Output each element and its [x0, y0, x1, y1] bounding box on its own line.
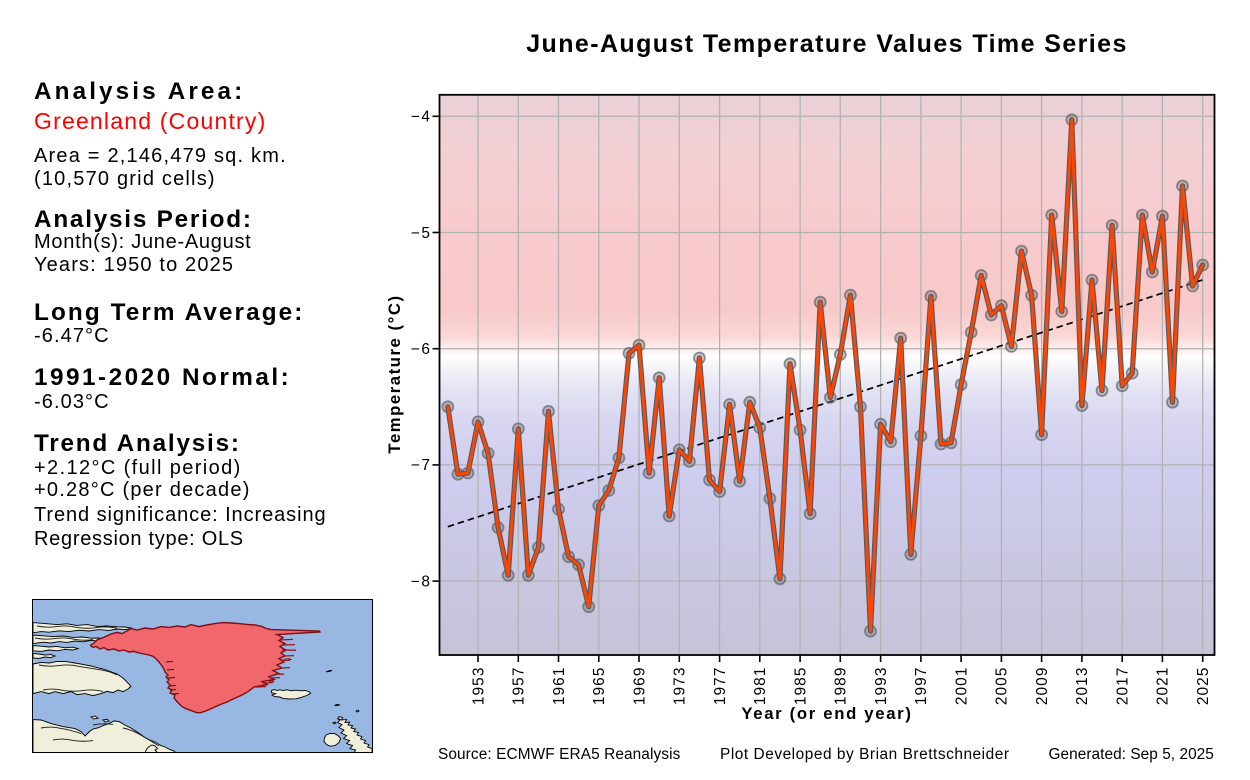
svg-text:2017: 2017: [1115, 667, 1132, 706]
svg-text:1961: 1961: [551, 667, 568, 706]
svg-text:1985: 1985: [792, 667, 809, 706]
svg-text:1969: 1969: [631, 667, 648, 706]
svg-text:2025: 2025: [1195, 667, 1212, 706]
svg-text:1989: 1989: [833, 667, 850, 706]
svg-text:−5: −5: [411, 225, 432, 242]
svg-text:1993: 1993: [873, 667, 890, 706]
svg-text:−6: −6: [411, 341, 432, 358]
svg-text:1957: 1957: [511, 667, 528, 706]
svg-text:1981: 1981: [752, 667, 769, 706]
svg-text:1977: 1977: [712, 667, 729, 706]
svg-text:1997: 1997: [913, 667, 930, 706]
svg-text:1953: 1953: [470, 667, 487, 706]
svg-text:2001: 2001: [953, 667, 970, 706]
svg-text:−4: −4: [411, 109, 432, 126]
svg-text:1973: 1973: [672, 667, 689, 706]
svg-text:−8: −8: [411, 573, 432, 590]
svg-text:2005: 2005: [994, 666, 1011, 705]
svg-text:2009: 2009: [1034, 667, 1051, 706]
svg-text:−7: −7: [411, 457, 432, 474]
svg-text:2021: 2021: [1155, 667, 1172, 706]
svg-text:2013: 2013: [1074, 667, 1091, 706]
svg-text:1965: 1965: [591, 667, 608, 706]
